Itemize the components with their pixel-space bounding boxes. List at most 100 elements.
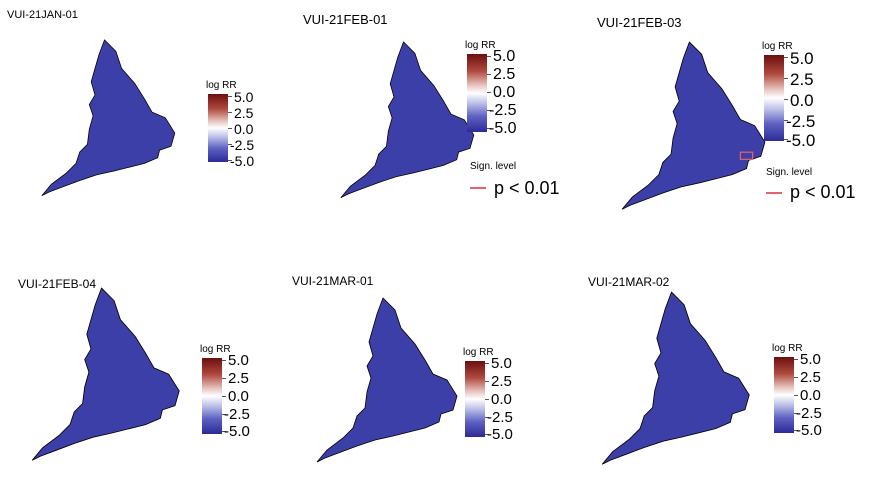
legend-title: log RR bbox=[465, 40, 496, 51]
panel-vui-21feb-01: VUI-21FEB-01 log RR bbox=[295, 0, 585, 240]
legend: log RR 5.0 2.5 0.0 -2.5 -5.0 bbox=[465, 40, 535, 140]
england-map bbox=[601, 291, 750, 465]
england-map bbox=[31, 287, 180, 461]
legend-label: -5.0 bbox=[489, 120, 517, 137]
legend-label: 5.0 bbox=[493, 48, 516, 65]
panel-vui-21feb-04: VUI-21FEB-04 bbox=[0, 250, 290, 492]
legend-label: 5.0 bbox=[234, 89, 254, 105]
panel-title: VUI-21MAR-02 bbox=[588, 275, 670, 289]
legend-tick bbox=[794, 430, 798, 431]
legend-label: 2.5 bbox=[234, 105, 254, 121]
legend-tick bbox=[228, 160, 232, 161]
legend-tick bbox=[228, 144, 232, 145]
panel-vui-21jan-01: VUI-21JAN-01 bbox=[0, 0, 290, 240]
legend-tick bbox=[487, 110, 491, 111]
england-map bbox=[621, 41, 766, 210]
england-map bbox=[316, 297, 458, 463]
color-bar bbox=[774, 357, 794, 433]
england-map bbox=[41, 39, 176, 197]
legend-label: 0.0 bbox=[234, 121, 254, 137]
legend-label: 2.5 bbox=[491, 373, 512, 390]
legend-label: -2.5 bbox=[487, 409, 513, 426]
legend-tick bbox=[487, 74, 491, 75]
legend-label: -2.5 bbox=[786, 112, 816, 131]
legend-tick bbox=[794, 359, 798, 360]
legend-title: log RR bbox=[772, 343, 803, 354]
legend-label: 0.0 bbox=[491, 391, 512, 408]
legend-tick bbox=[485, 434, 489, 435]
legend-tick bbox=[784, 120, 788, 121]
legend-label: 2.5 bbox=[800, 369, 821, 386]
legend-tick bbox=[487, 128, 491, 129]
legend-title: log RR bbox=[762, 41, 793, 52]
legend-label: 2.5 bbox=[493, 66, 516, 83]
legend-title: log RR bbox=[206, 80, 237, 91]
color-bar bbox=[208, 94, 228, 162]
color-bar bbox=[202, 358, 222, 434]
legend-title: log RR bbox=[200, 344, 231, 355]
legend: log RR 5.0 2.5 0.0 -2.5 -5.0 bbox=[206, 80, 266, 170]
legend: log RR 5.0 2.5 0.0 -2.5 -5.0 bbox=[463, 347, 533, 447]
legend-tick bbox=[794, 413, 798, 414]
legend-tick bbox=[784, 139, 788, 140]
significance-label: p < 0.01 bbox=[790, 182, 856, 202]
legend-label: -5.0 bbox=[786, 131, 816, 150]
legend-tick bbox=[794, 377, 798, 378]
legend-tick bbox=[794, 395, 798, 396]
significance-swatch bbox=[470, 187, 486, 189]
panel-title: VUI-21FEB-04 bbox=[18, 277, 97, 291]
legend-label: 2.5 bbox=[228, 370, 249, 387]
legend-tick bbox=[485, 363, 489, 364]
legend-tick bbox=[222, 396, 226, 397]
legend-tick bbox=[228, 112, 232, 113]
panel-vui-21mar-01: VUI-21MAR-01 log RR 5.0 bbox=[285, 250, 575, 492]
legend-tick bbox=[485, 417, 489, 418]
legend-label: 2.5 bbox=[790, 70, 814, 89]
panel-vui-21feb-03: VUI-21FEB-03 bbox=[590, 0, 882, 240]
legend-label: 0.0 bbox=[493, 84, 516, 101]
legend-label: 5.0 bbox=[800, 351, 821, 368]
legend: log RR 5.0 2.5 0.0 -2.5 -5.0 bbox=[772, 343, 842, 443]
legend: log RR 5.0 2.5 0.0 -2.5 -5.0 bbox=[200, 344, 270, 444]
legend-label: 5.0 bbox=[790, 49, 814, 68]
legend-label: 0.0 bbox=[228, 388, 249, 405]
legend-tick bbox=[228, 128, 232, 129]
significance-outline bbox=[739, 151, 754, 160]
legend-label: 5.0 bbox=[491, 355, 512, 372]
legend-tick bbox=[485, 381, 489, 382]
legend-tick bbox=[222, 378, 226, 379]
color-bar bbox=[467, 54, 487, 132]
panel-title: VUI-21MAR-01 bbox=[292, 274, 374, 288]
legend-tick bbox=[487, 56, 491, 57]
legend-label: -2.5 bbox=[230, 137, 255, 153]
legend-tick bbox=[487, 92, 491, 93]
panel-title: VUI-21FEB-01 bbox=[303, 12, 388, 27]
panel-title: VUI-21JAN-01 bbox=[7, 9, 78, 21]
legend-tick bbox=[784, 78, 788, 79]
legend-tick bbox=[222, 414, 226, 415]
legend-tick bbox=[222, 431, 226, 432]
legend-label: -5.0 bbox=[796, 422, 822, 439]
legend-tick bbox=[228, 96, 232, 97]
legend: log RR 5.0 2.5 0.0 -2.5 -5.0 bbox=[762, 41, 842, 151]
color-bar bbox=[764, 55, 784, 141]
color-bar bbox=[465, 361, 485, 437]
legend-label: -2.5 bbox=[224, 406, 250, 423]
legend-title: log RR bbox=[463, 347, 494, 358]
significance-label: p < 0.01 bbox=[494, 178, 560, 198]
legend-label: -2.5 bbox=[489, 102, 517, 119]
legend-label: 0.0 bbox=[800, 387, 821, 404]
significance-title: Sign. level bbox=[766, 167, 813, 178]
legend-label: -2.5 bbox=[796, 405, 822, 422]
significance-swatch bbox=[766, 192, 782, 194]
legend-label: -5.0 bbox=[230, 153, 255, 169]
legend-tick bbox=[222, 360, 226, 361]
legend-label: -5.0 bbox=[224, 423, 250, 440]
legend-label: 0.0 bbox=[790, 91, 814, 110]
legend-label: -5.0 bbox=[487, 426, 513, 443]
england-map bbox=[340, 41, 475, 199]
legend-tick bbox=[784, 57, 788, 58]
legend-tick bbox=[784, 99, 788, 100]
significance-title: Sign. level bbox=[470, 161, 517, 172]
